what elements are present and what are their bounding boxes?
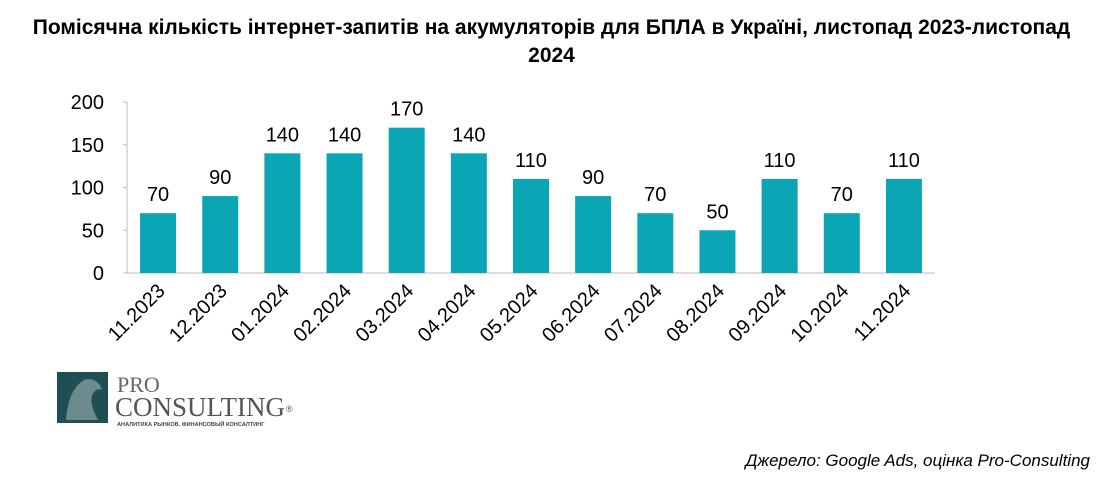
data-label: 140 [328, 124, 361, 146]
y-tick-label: 150 [71, 135, 104, 157]
x-tick-label: 07.2024 [600, 280, 667, 347]
data-label: 90 [209, 167, 231, 189]
x-tick-label: 11.2023 [104, 280, 170, 346]
bar [637, 213, 674, 273]
y-tick-label: 200 [71, 92, 104, 114]
x-tick-label: 05.2024 [476, 280, 543, 347]
bar [761, 178, 798, 273]
x-tick-label: 04.2024 [414, 280, 481, 347]
x-tick-label: 03.2024 [352, 280, 419, 347]
x-tick-label: 06.2024 [538, 280, 605, 347]
bar [140, 213, 177, 273]
y-tick-label: 0 [93, 263, 104, 285]
bar [513, 178, 549, 273]
x-tick-label: 02.2024 [289, 280, 356, 347]
logo-pro: PRO [117, 372, 160, 397]
data-label: 50 [706, 201, 728, 223]
bar [326, 153, 363, 273]
bar [202, 196, 239, 273]
y-tick-label: 50 [82, 220, 104, 242]
chart-title: Помісячна кількість інтернет-запитів на … [32, 16, 1071, 67]
x-tick-label: 01.2024 [227, 280, 294, 347]
logo-tagline: АНАЛИТИКА РЫНКОВ. ФИНАНСОВЫЙ КОНСАЛТИНГ [117, 420, 265, 428]
logo-consulting: CONSULTING [115, 392, 285, 422]
data-label: 140 [452, 124, 485, 146]
logo-registered: ® [286, 404, 293, 414]
data-label: 110 [515, 150, 547, 172]
x-tick-label: 12.2023 [165, 280, 232, 347]
bar [450, 153, 487, 273]
logo-horse [66, 379, 102, 420]
x-tick-label: 08.2024 [662, 280, 729, 347]
data-label: 70 [831, 184, 853, 206]
y-tick-label: 100 [71, 178, 104, 200]
bar [388, 127, 425, 274]
x-tick-label: 11.2024 [850, 280, 916, 346]
source: Джерело: Google Ads, оцінка Pro-Consulti… [743, 451, 1090, 470]
data-label: 90 [582, 167, 604, 189]
data-label: 170 [390, 99, 423, 121]
bar [885, 178, 922, 273]
bar [823, 213, 860, 273]
data-label: 70 [644, 184, 666, 206]
data-label: 70 [147, 184, 169, 206]
x-tick-label: 10.2024 [787, 280, 854, 347]
bar [575, 196, 612, 273]
data-label: 110 [764, 150, 796, 172]
bar [699, 230, 736, 273]
x-tick-label: 09.2024 [724, 280, 791, 347]
data-label: 110 [888, 150, 920, 172]
bar [264, 153, 301, 273]
data-label: 140 [266, 124, 299, 146]
